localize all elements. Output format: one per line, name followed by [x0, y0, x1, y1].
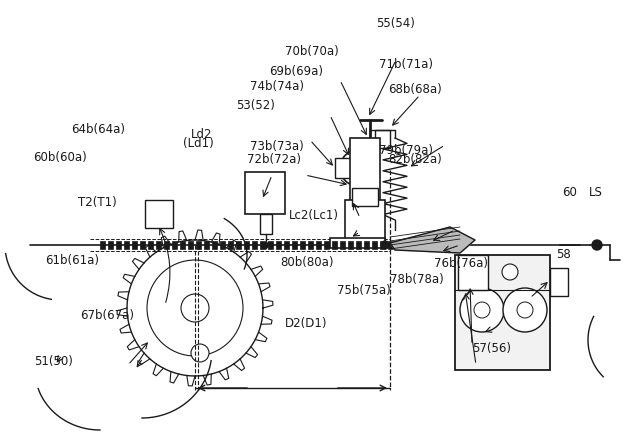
Text: Lc2(Lc1): Lc2(Lc1) — [289, 208, 339, 222]
Bar — [345, 200, 385, 245]
Bar — [284, 241, 289, 249]
Circle shape — [181, 294, 209, 322]
Text: (Ld1): (Ld1) — [183, 137, 214, 150]
Text: 82b(82a): 82b(82a) — [388, 153, 442, 167]
Text: 73b(73a): 73b(73a) — [250, 140, 303, 154]
Bar — [380, 241, 385, 249]
Text: 78b(78a): 78b(78a) — [390, 273, 444, 287]
Bar — [180, 241, 185, 249]
Bar — [252, 241, 257, 249]
Text: 57(56): 57(56) — [472, 342, 511, 355]
Bar — [124, 241, 129, 249]
Circle shape — [340, 150, 376, 186]
Bar — [292, 241, 297, 249]
Text: 79b(79a): 79b(79a) — [380, 143, 433, 157]
Circle shape — [592, 240, 602, 250]
Text: 72b(72a): 72b(72a) — [247, 152, 301, 166]
Bar — [188, 241, 193, 249]
Circle shape — [474, 302, 490, 318]
Text: 61b(61a): 61b(61a) — [45, 254, 99, 267]
Bar — [164, 241, 169, 249]
Bar — [196, 241, 201, 249]
Text: 60b(60a): 60b(60a) — [33, 151, 86, 164]
Bar — [212, 241, 217, 249]
Text: 60: 60 — [562, 186, 577, 199]
Bar — [276, 241, 281, 249]
Bar — [332, 241, 337, 249]
Bar — [140, 241, 145, 249]
Text: 64b(64a): 64b(64a) — [71, 123, 125, 137]
Bar — [388, 241, 393, 249]
Bar — [100, 241, 105, 249]
Text: 68b(68a): 68b(68a) — [388, 83, 442, 96]
Bar — [316, 241, 321, 249]
Bar — [132, 241, 137, 249]
Bar — [245, 172, 285, 214]
Bar — [260, 241, 265, 249]
Text: T2(T1): T2(T1) — [78, 196, 116, 209]
Bar — [335, 158, 351, 178]
Text: D2(D1): D2(D1) — [285, 317, 327, 330]
Bar — [308, 241, 313, 249]
Bar — [350, 138, 380, 246]
Text: 74b(74a): 74b(74a) — [250, 79, 304, 93]
Bar — [372, 241, 377, 249]
Bar — [204, 241, 209, 249]
Text: 53(52): 53(52) — [237, 99, 275, 112]
Bar — [116, 241, 121, 249]
Bar — [375, 130, 390, 148]
Bar — [108, 241, 113, 249]
Bar — [458, 255, 488, 290]
Circle shape — [460, 288, 504, 332]
Text: 71b(71a): 71b(71a) — [380, 58, 433, 72]
Text: 70b(70a): 70b(70a) — [285, 45, 339, 58]
Bar — [324, 241, 329, 249]
Bar — [550, 268, 568, 296]
Circle shape — [147, 260, 243, 356]
Bar — [300, 241, 305, 249]
Circle shape — [503, 288, 547, 332]
Bar — [330, 238, 385, 248]
Ellipse shape — [154, 294, 181, 313]
Text: Ld2: Ld2 — [191, 128, 212, 141]
Circle shape — [381, 241, 389, 249]
Text: LS: LS — [589, 186, 603, 199]
Polygon shape — [261, 243, 271, 249]
Bar — [364, 241, 369, 249]
Ellipse shape — [207, 309, 234, 329]
Text: 51(50): 51(50) — [34, 355, 72, 369]
Bar — [172, 241, 177, 249]
Text: 69b(69a): 69b(69a) — [269, 65, 323, 78]
Bar — [145, 200, 173, 228]
Bar — [156, 241, 161, 249]
Polygon shape — [390, 227, 475, 253]
Circle shape — [191, 344, 209, 362]
Bar — [220, 241, 225, 249]
Ellipse shape — [190, 267, 209, 294]
Bar — [148, 241, 153, 249]
Ellipse shape — [182, 322, 200, 349]
Text: 75b(75a): 75b(75a) — [337, 284, 390, 297]
Text: 55(54): 55(54) — [376, 17, 415, 30]
Circle shape — [353, 163, 363, 173]
Bar — [268, 241, 273, 249]
Bar — [260, 214, 272, 234]
Bar — [228, 241, 233, 249]
Text: 67b(67a): 67b(67a) — [81, 309, 134, 322]
Bar — [244, 241, 249, 249]
Bar — [455, 255, 550, 370]
Text: 76b(76a): 76b(76a) — [434, 257, 488, 270]
Circle shape — [502, 264, 518, 280]
Text: 58: 58 — [556, 248, 571, 261]
Bar — [236, 241, 241, 249]
Text: 80b(80a): 80b(80a) — [280, 255, 334, 269]
Bar — [348, 241, 353, 249]
Circle shape — [517, 302, 533, 318]
Bar — [352, 188, 378, 206]
Bar — [340, 241, 345, 249]
Bar — [356, 241, 361, 249]
